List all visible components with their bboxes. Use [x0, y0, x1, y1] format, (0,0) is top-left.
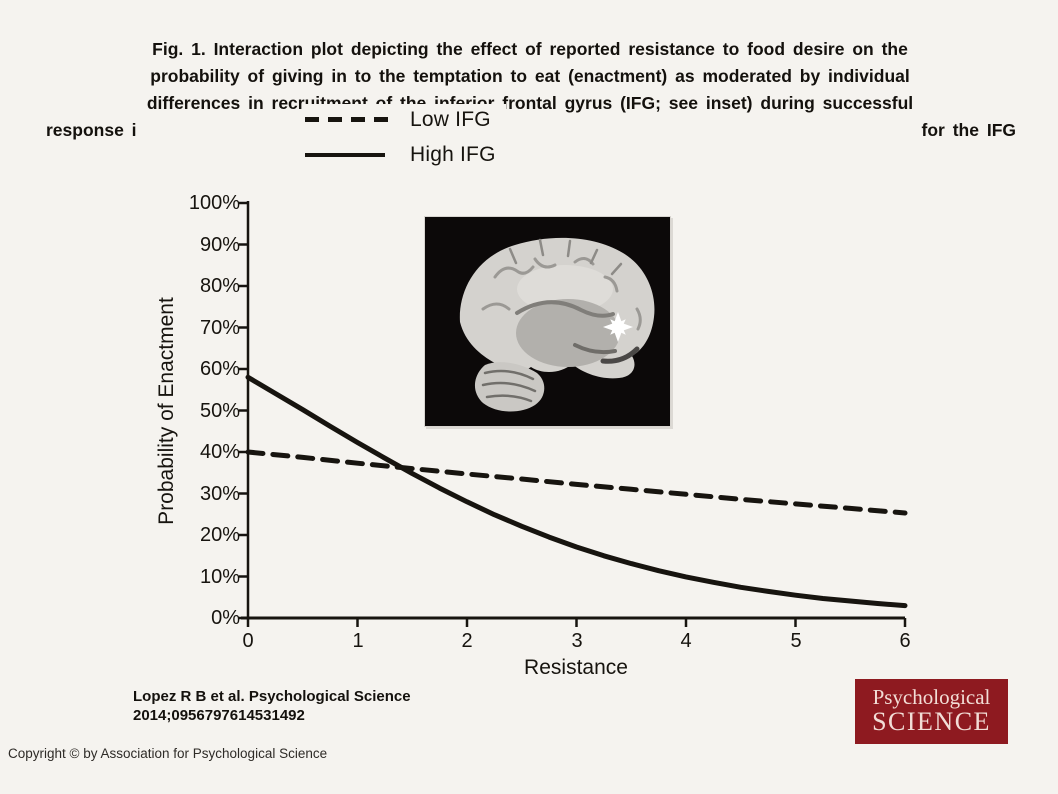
citation-line-1: Lopez R B et al. Psychological Science	[133, 688, 411, 705]
brain-inset	[424, 216, 671, 427]
chart-legend: Low IFG High IFG	[303, 104, 506, 178]
x-tick-label: 4	[680, 630, 692, 652]
x-axis-title: Resistance	[524, 656, 628, 679]
journal-logo: Psychological SCIENCE	[855, 679, 1008, 744]
sagittal-brain-image	[425, 217, 668, 424]
legend-item-high-ifg: High IFG	[305, 141, 496, 168]
y-tick-label: 30%	[199, 483, 240, 505]
journal-logo-line-2: SCIENCE	[872, 707, 991, 736]
y-tick-label: 10%	[199, 566, 240, 588]
y-tick-label: 70%	[199, 317, 240, 339]
ifg-activation-marker-icon	[603, 312, 633, 342]
y-tick-label: 100%	[188, 192, 240, 214]
caption-line-3: differences in recruitment of the inferi…	[146, 93, 914, 113]
legend-item-low-ifg: Low IFG	[305, 106, 496, 133]
caption-line-4-right: for the IFG	[921, 120, 1016, 140]
x-tick-label: 6	[899, 630, 911, 652]
y-tick-label: 80%	[199, 275, 240, 297]
caption-line-1: Fig. 1. Interaction plot depicting the e…	[152, 39, 908, 59]
caption-line-4-left: response i	[46, 120, 137, 140]
y-tick-label: 20%	[199, 524, 240, 546]
x-tick-label: 0	[242, 630, 254, 652]
y-tick-label: 60%	[199, 358, 240, 380]
cerebellum-striations	[481, 369, 537, 403]
x-tick-label: 1	[352, 630, 364, 652]
dashed-line-swatch-icon	[305, 117, 395, 122]
y-tick-label: 0%	[211, 607, 240, 629]
x-tick-label: 5	[790, 630, 802, 652]
legend-label: Low IFG	[410, 107, 491, 131]
journal-logo-line-1: Psychological	[872, 685, 991, 709]
figure-caption: Fig. 1. Interaction plot depicting the e…	[42, 36, 1018, 144]
interaction-plot	[239, 201, 908, 627]
caption-line-4: response i for the IFG	[42, 117, 1018, 144]
legend-label: High IFG	[410, 142, 496, 166]
series-line-high-ifg	[245, 374, 908, 609]
y-axis-title: Probability of Enactment	[155, 297, 178, 525]
y-tick-label: 90%	[199, 234, 240, 256]
solid-line-swatch-icon	[305, 152, 385, 157]
caption-line-2: probability of giving in to the temptati…	[150, 66, 910, 86]
series-line-low-ifg	[245, 449, 908, 516]
citation: Lopez R B et al. Psychological Science 2…	[133, 687, 411, 725]
x-tick-label: 2	[461, 630, 473, 652]
y-tick-label: 50%	[199, 400, 240, 422]
citation-line-2: 2014;0956797614531492	[133, 707, 305, 724]
x-tick-label: 3	[571, 630, 583, 652]
copyright-note: Copyright © by Association for Psycholog…	[8, 746, 328, 761]
axis-tick-marks	[239, 201, 907, 627]
y-tick-label: 40%	[199, 441, 240, 463]
